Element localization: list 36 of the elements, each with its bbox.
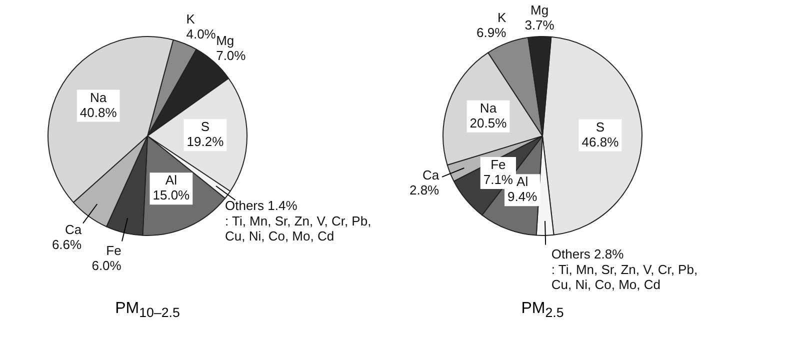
data-label: 9.4% <box>507 189 538 204</box>
text: PM$_{10–2.5}$ <box>114 300 181 320</box>
text: : Ti, Mn, Sr, Zn, V, Cr, Pb, Cu, Ni, Co, Mo, Cd <box>225 213 372 244</box>
data-label: 2.8% <box>594 246 624 262</box>
data-label: 2.8% <box>409 182 440 198</box>
slice-label: Ca <box>64 222 82 238</box>
data-label: 6.0% <box>92 258 122 274</box>
slice-label: Others <box>225 198 265 213</box>
data-label: 15.0% <box>152 188 190 203</box>
slice-label: Fe <box>490 157 506 172</box>
data-label: 4.0% <box>186 26 216 42</box>
slice-label: Al <box>516 174 528 190</box>
slice-label: S <box>200 119 210 134</box>
text: PM$_{2.5}$ <box>520 300 565 320</box>
slice-label: Na <box>480 100 498 116</box>
slice-label: Ca <box>422 167 440 182</box>
data-label: 6.9% <box>476 25 507 40</box>
data-label: 20.5% <box>470 115 508 130</box>
slice-label: Mg <box>530 2 549 18</box>
slice-label: Na <box>90 90 108 105</box>
data-label: 3.7% <box>524 18 555 33</box>
slice-label: Mg <box>216 32 234 48</box>
slice-label: K <box>498 10 507 26</box>
slice-label: Fe <box>106 243 122 258</box>
data-label: 7.0% <box>216 48 246 63</box>
data-label: 19.2% <box>186 134 224 150</box>
data-label: 6.6% <box>52 237 82 252</box>
slice-label: Others <box>551 246 591 262</box>
slice-label: Al <box>165 172 178 188</box>
slice-label: S <box>596 119 605 134</box>
data-label: 46.8% <box>582 134 620 150</box>
data-label: 40.8% <box>80 104 118 120</box>
data-label: 7.1% <box>483 172 514 188</box>
data-label: 1.4% <box>268 198 298 213</box>
text: : Ti, Mn, Sr, Zn, V, Cr, Pb, Cu, Ni, Co, Mo, Cd <box>551 262 698 292</box>
slice-label: K <box>186 11 196 26</box>
